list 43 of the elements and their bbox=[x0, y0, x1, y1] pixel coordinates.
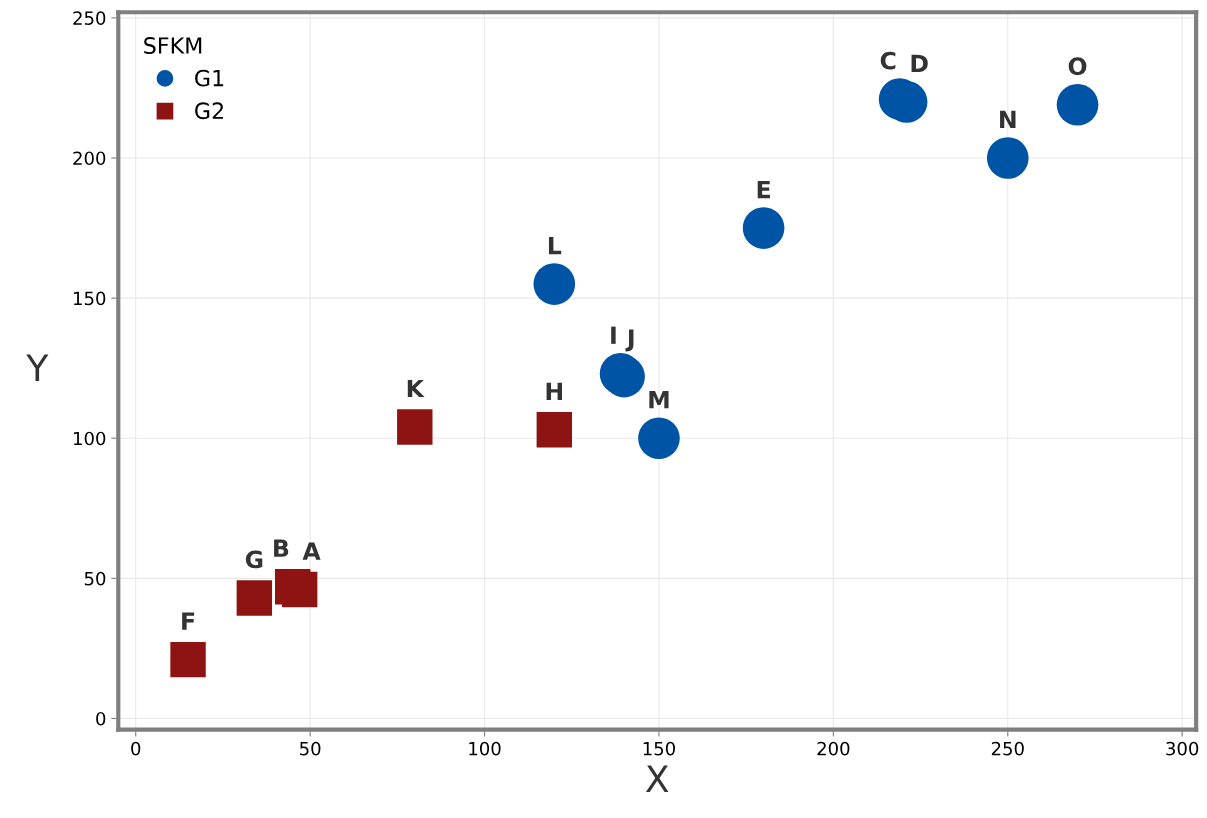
x-axis-title: X bbox=[645, 765, 669, 792]
point bbox=[536, 412, 573, 448]
data-label: O bbox=[1068, 57, 1087, 76]
point bbox=[986, 137, 1029, 179]
point bbox=[638, 417, 680, 460]
y-tick-label: 0 bbox=[96, 711, 106, 726]
data-label: L bbox=[548, 236, 562, 255]
data-label: K bbox=[407, 379, 425, 398]
x-tick-label: 250 bbox=[991, 741, 1024, 756]
x-tick-label: 300 bbox=[1166, 741, 1199, 756]
y-axis-title: Y bbox=[26, 354, 49, 381]
point bbox=[274, 569, 311, 605]
data-label: J bbox=[625, 329, 634, 352]
x-tick-label: 100 bbox=[469, 741, 501, 756]
data-label: B bbox=[274, 539, 289, 557]
data-label: A bbox=[302, 542, 321, 560]
data-label: G bbox=[245, 550, 263, 569]
data-label: I bbox=[611, 326, 616, 344]
x-tick-label: 50 bbox=[300, 741, 321, 756]
point bbox=[742, 207, 785, 249]
data-label: C bbox=[880, 51, 896, 70]
data-label: F bbox=[182, 612, 195, 630]
point bbox=[236, 580, 273, 616]
y-tick-label: 100 bbox=[74, 431, 106, 446]
data-label: M bbox=[649, 391, 669, 409]
point bbox=[170, 641, 206, 678]
legend-label: G2 bbox=[195, 102, 223, 120]
legend-title: SFKM bbox=[144, 37, 202, 54]
y-tick-label: 150 bbox=[74, 291, 106, 306]
data-label: D bbox=[911, 54, 928, 73]
y-tick-label: 250 bbox=[73, 11, 106, 25]
point bbox=[397, 409, 433, 445]
point bbox=[1056, 83, 1099, 126]
x-tick-label: 200 bbox=[817, 741, 850, 756]
y-tick-label: 200 bbox=[73, 151, 106, 166]
y-tick-label: 50 bbox=[84, 571, 106, 586]
data-label: H bbox=[546, 382, 563, 400]
x-tick-label: 150 bbox=[643, 741, 675, 756]
point bbox=[533, 263, 576, 305]
legend-label: G1 bbox=[195, 69, 224, 87]
data-label: E bbox=[757, 180, 770, 199]
x-tick-label: 0 bbox=[131, 741, 141, 756]
data-label: N bbox=[1000, 110, 1016, 129]
